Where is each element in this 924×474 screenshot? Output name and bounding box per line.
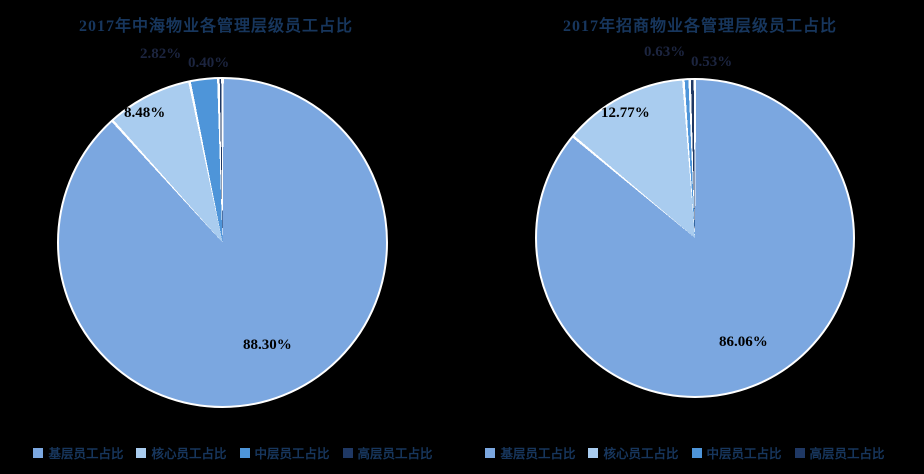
right-label-core-tier: 12.77%	[601, 105, 650, 121]
right-label-base-tier: 86.06%	[719, 334, 768, 350]
legend-item-label: 高层员工占比	[357, 447, 433, 461]
legend-color-swatch	[136, 447, 147, 458]
legend-item: 高层员工占比	[794, 443, 885, 462]
right-label-middle-tier: 0.63%	[644, 44, 686, 60]
legend-color-swatch	[342, 447, 353, 458]
left-label-base-tier: 88.30%	[243, 337, 292, 353]
left-pie	[57, 77, 388, 408]
legend-color-swatch	[485, 447, 496, 458]
legend-item: 核心员工占比	[588, 443, 679, 462]
left-label-core-tier: 8.48%	[124, 105, 166, 121]
legend-item-label: 基层员工占比	[500, 447, 576, 461]
right-pie	[535, 78, 855, 398]
legend-item-label: 核心员工占比	[603, 447, 679, 461]
legend-color-swatch	[33, 447, 44, 458]
legend-item-label: 高层员工占比	[809, 447, 885, 461]
left-label-senior-tier: 0.40%	[188, 55, 230, 71]
legend-item: 基层员工占比	[485, 443, 575, 462]
right-chart-title: 2017年招商物业各管理层级员工占比	[562, 18, 837, 35]
right-label-senior-tier: 0.53%	[691, 54, 733, 70]
legend-item-label: 基层员工占比	[48, 447, 124, 461]
legend-item: 核心员工占比	[136, 443, 227, 462]
legend-color-swatch	[794, 447, 805, 458]
legend-item: 中层员工占比	[239, 443, 330, 462]
legend-item: 高层员工占比	[342, 443, 433, 462]
legend-item-label: 核心员工占比	[151, 447, 227, 461]
left-legend: 基层员工占比 核心员工占比 中层员工占比 高层员工占比	[14, 443, 452, 462]
right-legend: 基层员工占比 核心员工占比 中层员工占比 高层员工占比	[466, 443, 904, 462]
legend-color-swatch	[239, 447, 250, 458]
legend-item-label: 中层员工占比	[706, 447, 782, 461]
legend-color-swatch	[691, 447, 702, 458]
left-chart-title: 2017年中海物业各管理层级员工占比	[78, 18, 353, 35]
legend-item: 中层员工占比	[691, 443, 782, 462]
legend-color-swatch	[588, 447, 599, 458]
legend-item: 基层员工占比	[33, 443, 123, 462]
left-label-middle-tier: 2.82%	[140, 46, 182, 62]
legend-item-label: 中层员工占比	[254, 447, 330, 461]
